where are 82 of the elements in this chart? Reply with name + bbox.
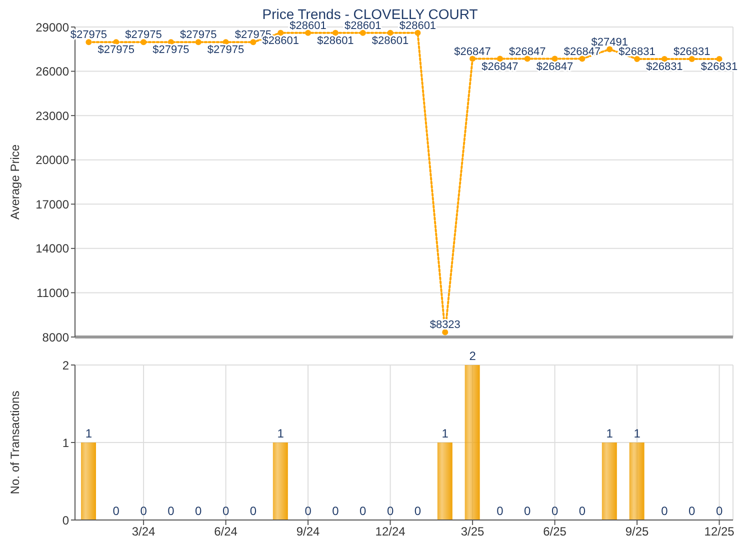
data-label: $26831 [700,61,738,74]
y-tick-label: 14000 [36,242,70,256]
data-label: 0 [332,504,340,518]
y-axis-title: No. of Transactions [8,390,22,494]
point [470,56,476,62]
x-tick-label: 12/24 [375,524,406,539]
data-label: 0 [551,504,558,518]
y-tick-label: 2 [62,358,70,372]
point [195,39,202,46]
data-label: 0 [360,504,367,518]
data-label: $27975 [125,29,162,42]
data-label: $28601 [344,20,382,32]
point [332,30,338,36]
data-label: 0 [195,504,202,518]
data-label: $26847 [509,46,546,58]
y-tick-label: 11000 [36,286,70,300]
x-tick-label: 12/25 [704,524,735,539]
data-label: 1 [442,426,449,440]
point [552,56,558,62]
y-tick-label: 1 [62,436,70,450]
data-label: 0 [524,504,532,518]
y-tick-label: 29000 [36,20,70,34]
data-label: $28601 [399,20,436,32]
point [250,39,256,46]
data-label: 1 [634,426,641,440]
point [278,30,284,36]
data-label: $28601 [372,34,409,47]
point [496,56,503,62]
data-label: 2 [469,349,476,363]
y-tick-label: 26000 [36,64,70,79]
data-label: $26847 [564,46,601,58]
x-tick-label: 3/24 [132,524,156,539]
data-label: $28601 [290,20,326,32]
point [387,30,394,36]
x-tick-label: 6/24 [214,524,238,539]
data-label: 0 [386,504,394,518]
point [606,46,613,52]
data-label: 0 [140,504,148,518]
data-label: $26831 [618,46,656,58]
data-label: $27975 [152,44,190,56]
point [688,56,695,62]
point [360,30,366,36]
x-tick-label: 9/24 [296,524,320,539]
data-label: $26831 [646,61,683,74]
data-label: 0 [661,504,668,518]
data-label: 0 [688,504,696,518]
data-label: $28601 [317,34,354,47]
point [414,30,421,36]
data-label: $27975 [98,44,134,56]
data-label: $26847 [536,60,574,73]
y-tick-label: 8000 [42,330,70,344]
y-axis-title: Average Price [8,144,22,220]
y-tick-label: 17000 [36,197,70,212]
data-label: 0 [496,504,504,518]
data-label: 1 [277,426,284,440]
data-label: $26847 [454,46,491,58]
point [524,56,530,62]
point [305,30,312,36]
data-label: 0 [304,504,312,518]
data-label: 0 [222,504,230,518]
data-label: $26831 [674,46,710,58]
point [579,56,586,62]
y-tick-label: 20000 [36,153,70,168]
data-label: $27975 [207,44,244,56]
y-tick-label: 0 [62,513,70,528]
data-label: 0 [112,504,120,518]
data-label: 0 [250,504,257,518]
chart-title: Price Trends - CLOVELLY COURT [261,6,479,22]
point [634,56,640,62]
data-label: 1 [85,426,92,440]
data-label: 0 [414,504,422,518]
y-tick-label: 23000 [36,108,70,123]
data-label: $26847 [482,60,518,73]
data-label: 0 [578,504,586,518]
data-label: $27975 [180,29,217,42]
x-tick-label: 9/25 [625,524,650,539]
data-label: 1 [606,426,614,440]
data-label: 0 [168,504,175,518]
data-label: 0 [716,504,723,518]
x-tick-label: 3/25 [460,524,485,539]
x-tick-label: 6/25 [543,524,567,539]
point [140,39,147,46]
